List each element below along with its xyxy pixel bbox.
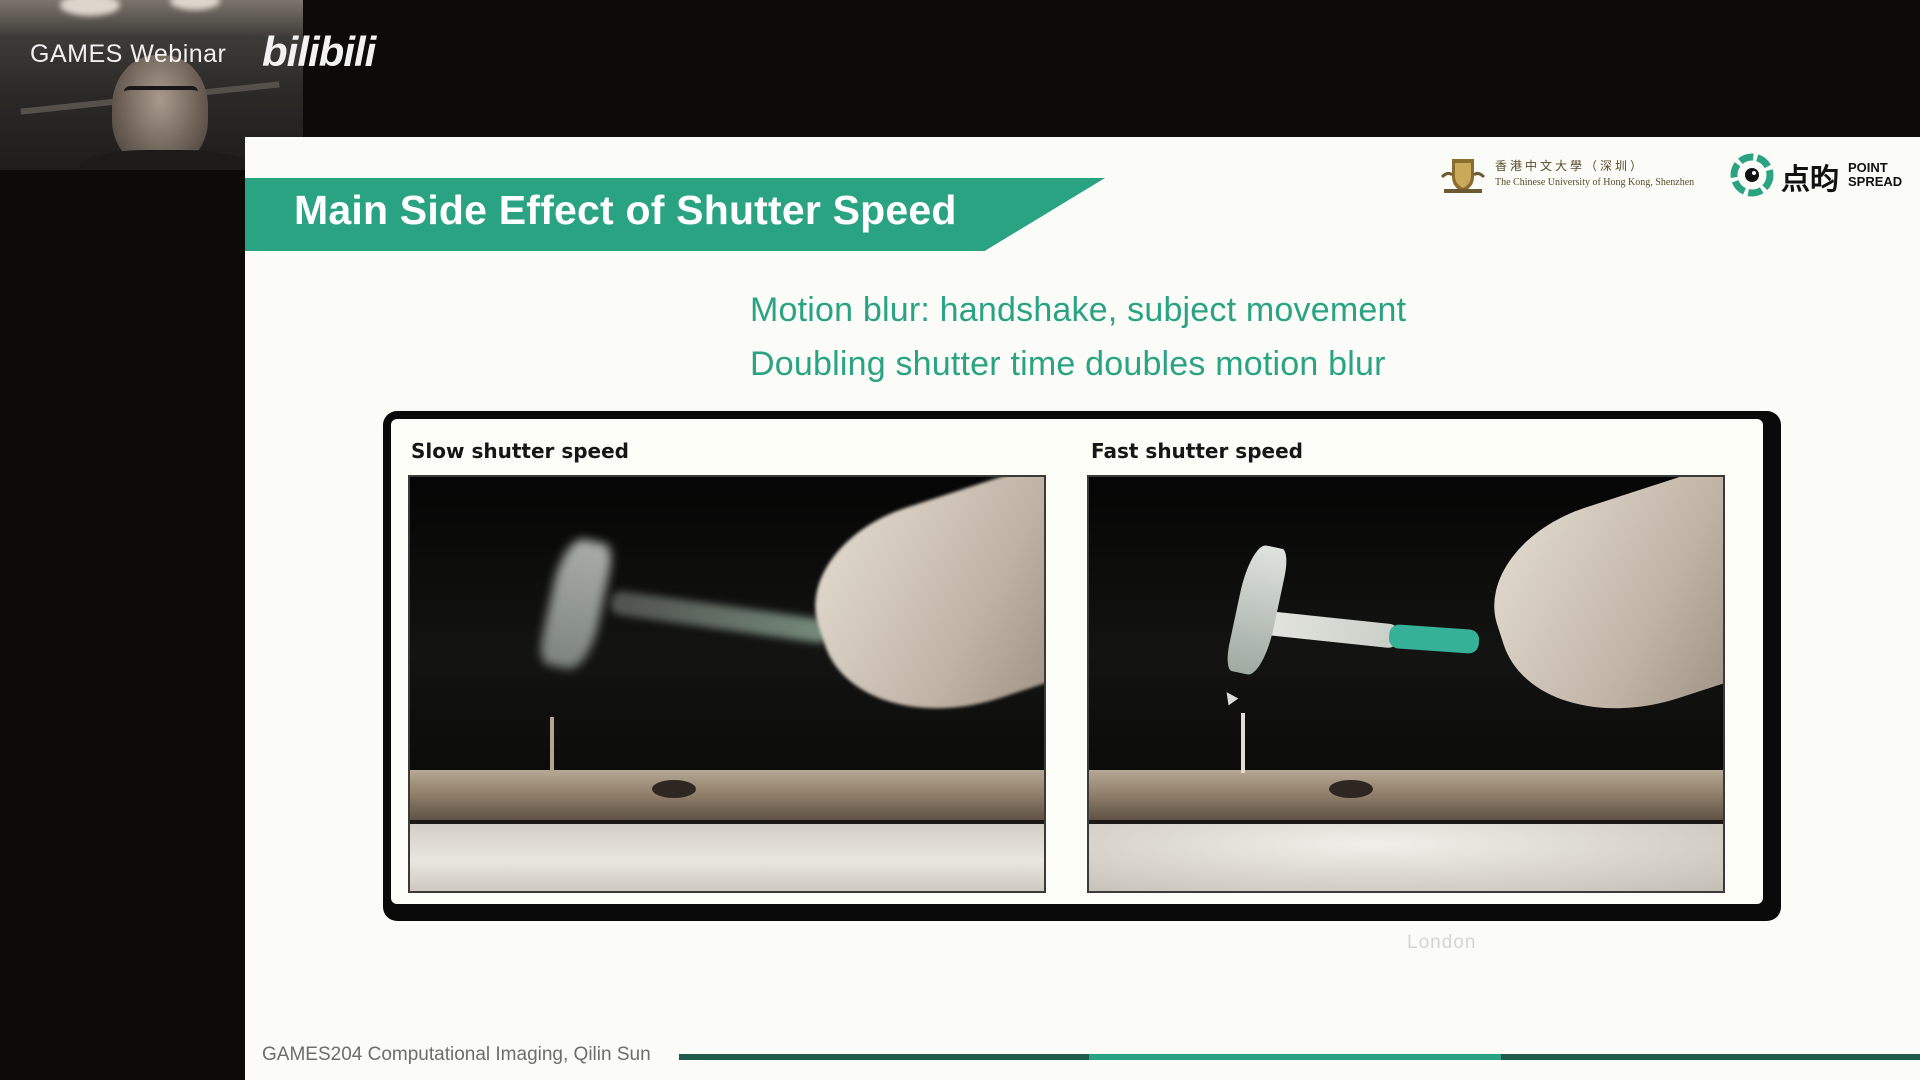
- cuhk-crest-icon: [1440, 159, 1486, 193]
- photo-wood-knot: [1329, 780, 1373, 798]
- bullet-doubling-shutter: Doubling shutter time doubles motion blu…: [750, 345, 1386, 383]
- webcam-overlay-text: GAMES Webinar: [30, 40, 227, 68]
- point-spread-name-english-line2: SPREAD: [1848, 174, 1903, 189]
- photo-wood-plank: [410, 770, 1044, 820]
- left-black-band: [0, 0, 245, 1080]
- watermark-text: London: [1407, 932, 1477, 953]
- slow-shutter-photo: [408, 475, 1046, 893]
- slide: Main Side Effect of Shutter Speed 香港中文大學…: [245, 137, 1920, 1080]
- nail: [550, 717, 554, 773]
- panel-label-fast: Fast shutter speed: [1091, 439, 1303, 463]
- nail: [1241, 713, 1245, 773]
- fast-shutter-photo: [1087, 475, 1725, 893]
- slide-title: Main Side Effect of Shutter Speed: [294, 187, 957, 233]
- photo-floor: [410, 824, 1044, 891]
- cuhk-name-english: The Chinese University of Hong Kong, She…: [1495, 177, 1695, 188]
- presenter-head: [112, 55, 208, 167]
- slide-footer: GAMES204 Computational Imaging, Qilin Su…: [262, 1044, 651, 1065]
- panel-label-slow: Slow shutter speed: [411, 439, 629, 463]
- point-spread-name-chinese: 点昀: [1781, 164, 1840, 196]
- photo-floor: [1089, 824, 1723, 891]
- top-black-band: [0, 0, 1920, 137]
- point-spread-eye-icon: [1730, 153, 1774, 197]
- photo-plank-gap: [1089, 820, 1723, 824]
- ceiling-light: [170, 0, 220, 10]
- presenter-glasses: [124, 86, 198, 106]
- header-logos: 香港中文大學（深圳） The Chinese University of Hon…: [1440, 151, 1910, 201]
- footer-progress-segment: [1501, 1054, 1920, 1060]
- presenter-body: [80, 150, 250, 170]
- figure-inner-frame: Slow shutter speed Fast shutter speed: [391, 419, 1763, 904]
- footer-progress-segment: [679, 1054, 1089, 1060]
- shutter-speed-figure: Slow shutter speed Fast shutter speed: [383, 411, 1781, 921]
- bilibili-logo: bilibili: [262, 28, 376, 75]
- cuhk-name-chinese: 香港中文大學（深圳）: [1495, 159, 1646, 173]
- footer-progress-segment-active: [1089, 1054, 1501, 1060]
- bullet-motion-blur: Motion blur: handshake, subject movement: [750, 291, 1407, 329]
- photo-wood-knot: [652, 780, 696, 798]
- ceiling-light: [60, 0, 120, 16]
- title-banner: [245, 178, 1105, 251]
- point-spread-name-english-line1: POINT: [1848, 160, 1888, 175]
- photo-wood-plank: [1089, 770, 1723, 820]
- photo-plank-gap: [410, 820, 1044, 824]
